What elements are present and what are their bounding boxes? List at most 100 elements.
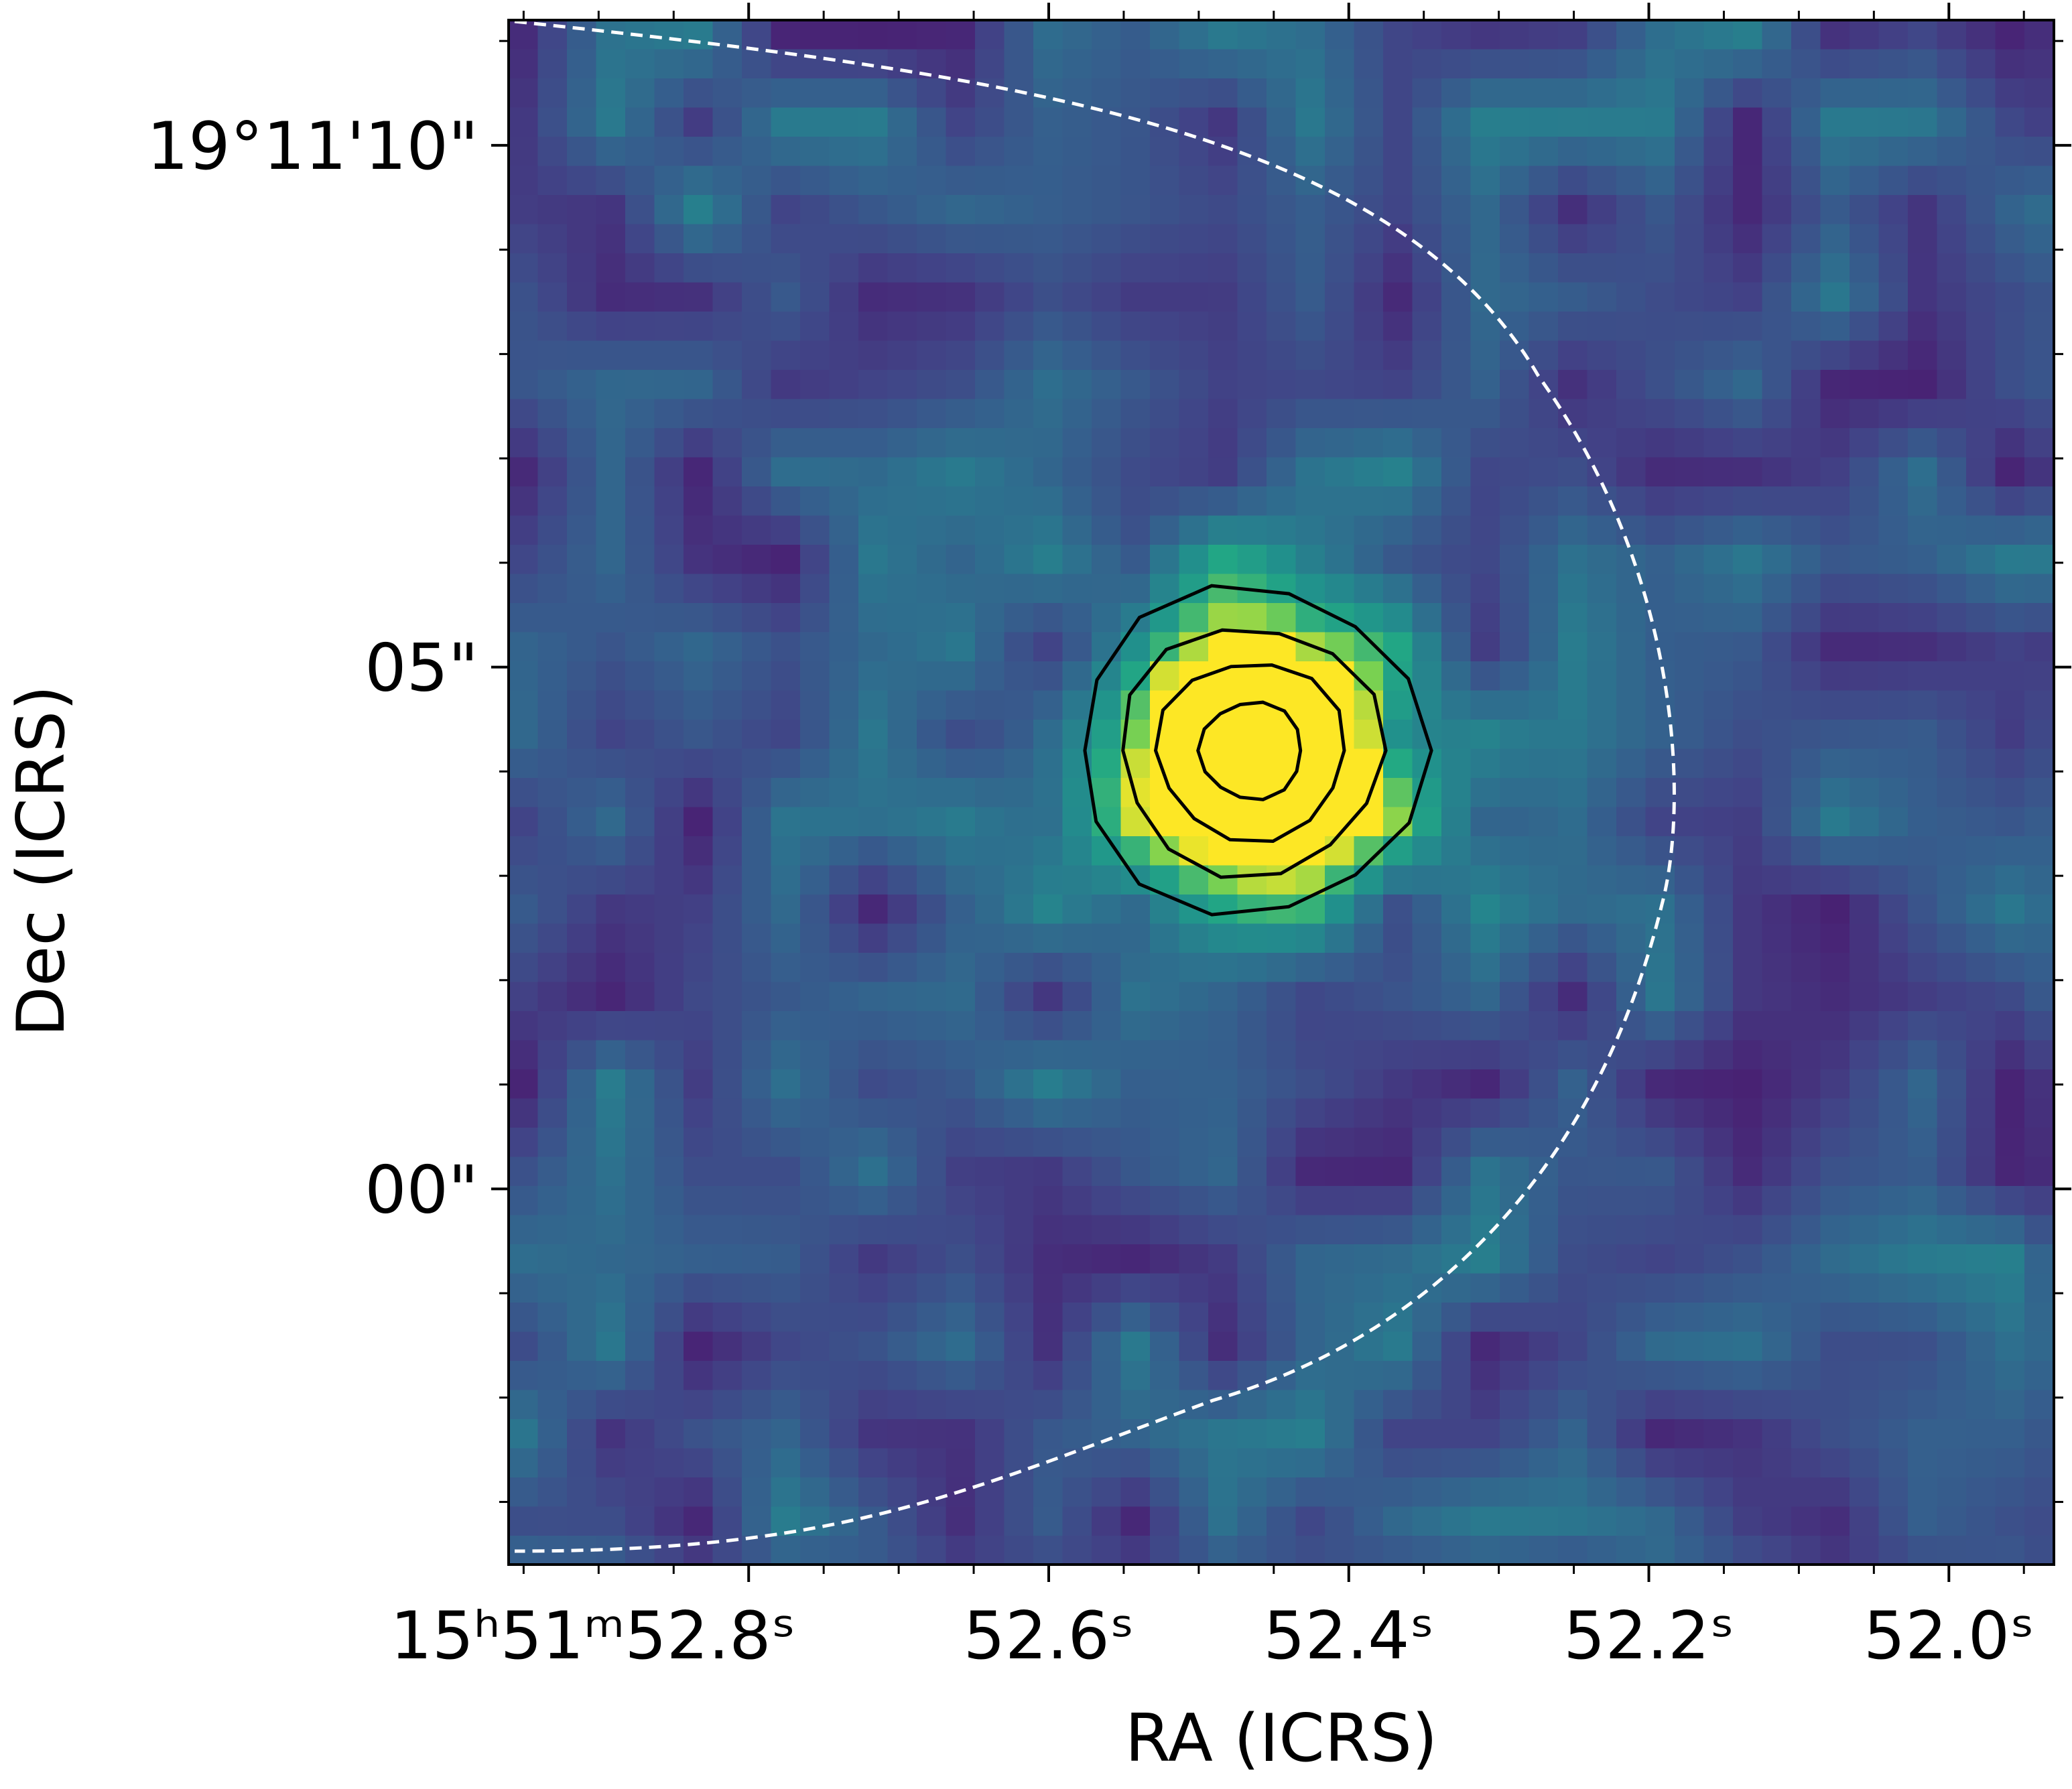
image-pixel (537, 603, 568, 633)
image-pixel (1092, 1419, 1122, 1449)
image-pixel (1878, 1098, 1908, 1128)
image-pixel (1616, 1156, 1646, 1187)
image-pixel (1558, 1303, 1588, 1333)
image-pixel (1354, 49, 1384, 79)
image-pixel (1908, 370, 1938, 400)
image-pixel (1267, 253, 1297, 283)
image-pixel (2024, 1419, 2054, 1449)
image-pixel (1412, 428, 1442, 458)
image-pixel (1295, 312, 1325, 342)
image-pixel (1820, 78, 1850, 109)
image-pixel (1267, 1215, 1297, 1245)
image-pixel (1645, 807, 1675, 837)
image-pixel (654, 603, 684, 633)
image-pixel (1441, 953, 1472, 983)
image-pixel (1733, 1128, 1763, 1158)
image-pixel (887, 1390, 917, 1420)
image-pixel (1966, 1098, 1996, 1128)
image-pixel (917, 748, 947, 779)
image-pixel (800, 224, 830, 254)
image-pixel (1441, 1098, 1472, 1128)
image-pixel (1470, 20, 1500, 50)
image-pixel (1033, 1506, 1063, 1536)
image-pixel (1995, 49, 2025, 79)
image-pixel (654, 428, 684, 458)
image-pixel (1850, 428, 1880, 458)
image-pixel (1645, 20, 1675, 50)
image-pixel (1995, 1419, 2025, 1449)
image-pixel (1004, 1303, 1034, 1333)
image-pixel (509, 748, 539, 779)
image-pixel (1412, 340, 1442, 371)
image-pixel (1529, 457, 1559, 487)
image-pixel (625, 1011, 655, 1041)
image-pixel (1033, 982, 1063, 1012)
image-pixel (1762, 137, 1792, 167)
image-pixel (1383, 748, 1413, 779)
image-pixel (1237, 1244, 1267, 1274)
image-pixel (1383, 836, 1413, 866)
image-pixel (1878, 224, 1908, 254)
image-pixel (625, 603, 655, 633)
image-pixel (1470, 836, 1500, 866)
image-pixel (1762, 20, 1792, 50)
image-pixel (1966, 923, 1996, 953)
image-pixel (1995, 923, 2025, 953)
image-pixel (1733, 515, 1763, 545)
image-pixel (1820, 953, 1850, 983)
image-pixel (1441, 20, 1472, 50)
image-pixel (1500, 1477, 1530, 1508)
image-pixel (596, 982, 626, 1012)
image-pixel (1645, 982, 1675, 1012)
image-pixel (771, 1040, 801, 1070)
image-pixel (1762, 428, 1792, 458)
image-pixel (1762, 340, 1792, 371)
image-pixel (1820, 224, 1850, 254)
image-pixel (1878, 399, 1908, 429)
image-pixel (1850, 632, 1880, 662)
image-pixel (742, 748, 772, 779)
image-pixel (1616, 982, 1646, 1012)
image-pixel (1237, 49, 1267, 79)
image-pixel (684, 49, 714, 79)
image-pixel (1703, 457, 1734, 487)
image-pixel (1995, 953, 2025, 983)
image-pixel (537, 632, 568, 662)
image-pixel (829, 370, 859, 400)
image-pixel (537, 49, 568, 79)
image-pixel (1179, 894, 1209, 925)
image-pixel (1587, 1448, 1617, 1478)
image-pixel (1645, 1215, 1675, 1245)
image-pixel (712, 399, 742, 429)
image-pixel (1004, 1419, 1034, 1449)
image-pixel (887, 107, 917, 137)
image-pixel (771, 720, 801, 750)
image-pixel (712, 807, 742, 837)
image-pixel (1120, 457, 1151, 487)
image-pixel (1733, 1448, 1763, 1478)
image-pixel (1325, 982, 1355, 1012)
image-pixel (567, 1011, 597, 1041)
image-pixel (537, 807, 568, 837)
image-pixel (771, 1128, 801, 1158)
image-pixel (1966, 1331, 1996, 1362)
image-pixel (771, 865, 801, 895)
image-pixel (625, 486, 655, 517)
image-pixel (1587, 282, 1617, 312)
image-pixel (975, 515, 1005, 545)
image-pixel (1966, 632, 1996, 662)
image-pixel (975, 195, 1005, 225)
image-pixel (742, 836, 772, 866)
image-pixel (800, 1390, 830, 1420)
image-pixel (946, 632, 976, 662)
image-pixel (1820, 399, 1850, 429)
image-pixel (1412, 49, 1442, 79)
image-pixel (1004, 1506, 1034, 1536)
image-pixel (1645, 545, 1675, 575)
image-pixel (742, 165, 772, 196)
image-pixel (2024, 545, 2054, 575)
image-pixel (1441, 894, 1472, 925)
image-pixel (509, 982, 539, 1012)
image-pixel (596, 399, 626, 429)
image-pixel (712, 340, 742, 371)
